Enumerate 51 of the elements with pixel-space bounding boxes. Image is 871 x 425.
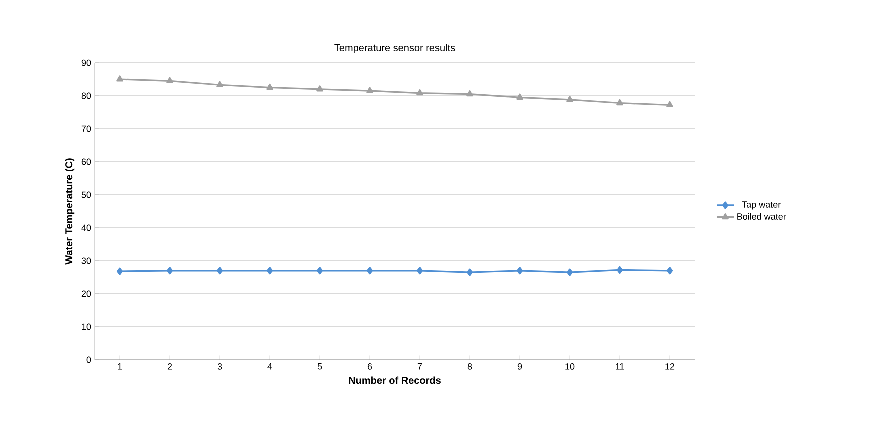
point xyxy=(616,266,624,274)
point xyxy=(666,267,674,275)
legend-label: Boiled water xyxy=(738,213,786,220)
point xyxy=(316,86,324,92)
y-tick-label: 20 xyxy=(82,290,92,298)
point xyxy=(166,77,174,84)
x-tick-label: 1 xyxy=(118,364,122,370)
x-tick-label: 12 xyxy=(666,364,675,370)
x-axis-title: Number of Records xyxy=(349,376,441,384)
x-tick-label: 10 xyxy=(566,364,575,370)
x-tick-label: 2 xyxy=(168,364,172,370)
y-tick-label: 90 xyxy=(82,60,92,66)
point xyxy=(366,267,374,275)
y-tick-label: 10 xyxy=(82,324,92,330)
point xyxy=(566,268,574,276)
x-tick-label: 8 xyxy=(468,364,472,370)
point xyxy=(216,267,224,275)
point xyxy=(516,267,524,275)
x-tick-label: 3 xyxy=(218,364,222,370)
x-tick-label: 5 xyxy=(318,364,322,370)
x-tick-label: 4 xyxy=(268,364,272,370)
point xyxy=(516,94,524,100)
point xyxy=(666,101,674,108)
y-tick-label: 80 xyxy=(82,92,92,100)
legend-label: Tap water xyxy=(742,202,781,210)
point xyxy=(266,267,274,275)
point xyxy=(316,267,324,275)
x-tick-label: 7 xyxy=(418,364,422,370)
y-tick-label: 30 xyxy=(82,258,92,264)
point xyxy=(166,267,174,275)
chart-title: Temperature sensor results xyxy=(334,44,456,54)
point xyxy=(216,81,224,88)
x-tick-label: 11 xyxy=(616,364,624,370)
x-tick-label: 9 xyxy=(518,364,522,370)
y-tick-label: 40 xyxy=(82,224,92,232)
point xyxy=(566,96,574,102)
point xyxy=(416,90,424,96)
point xyxy=(266,84,274,90)
y-tick-label: 50 xyxy=(82,192,92,198)
y-axis-title: Water Temperature (C) xyxy=(65,158,75,265)
point xyxy=(466,268,474,276)
point xyxy=(466,90,474,97)
x-tick-label: 6 xyxy=(368,364,372,370)
point xyxy=(416,267,424,275)
point xyxy=(616,99,624,106)
point xyxy=(116,76,124,82)
y-tick-label: 60 xyxy=(82,158,92,166)
point xyxy=(116,268,124,276)
point xyxy=(366,87,374,94)
y-tick-label: 0 xyxy=(86,356,92,364)
y-tick-label: 70 xyxy=(82,126,92,132)
